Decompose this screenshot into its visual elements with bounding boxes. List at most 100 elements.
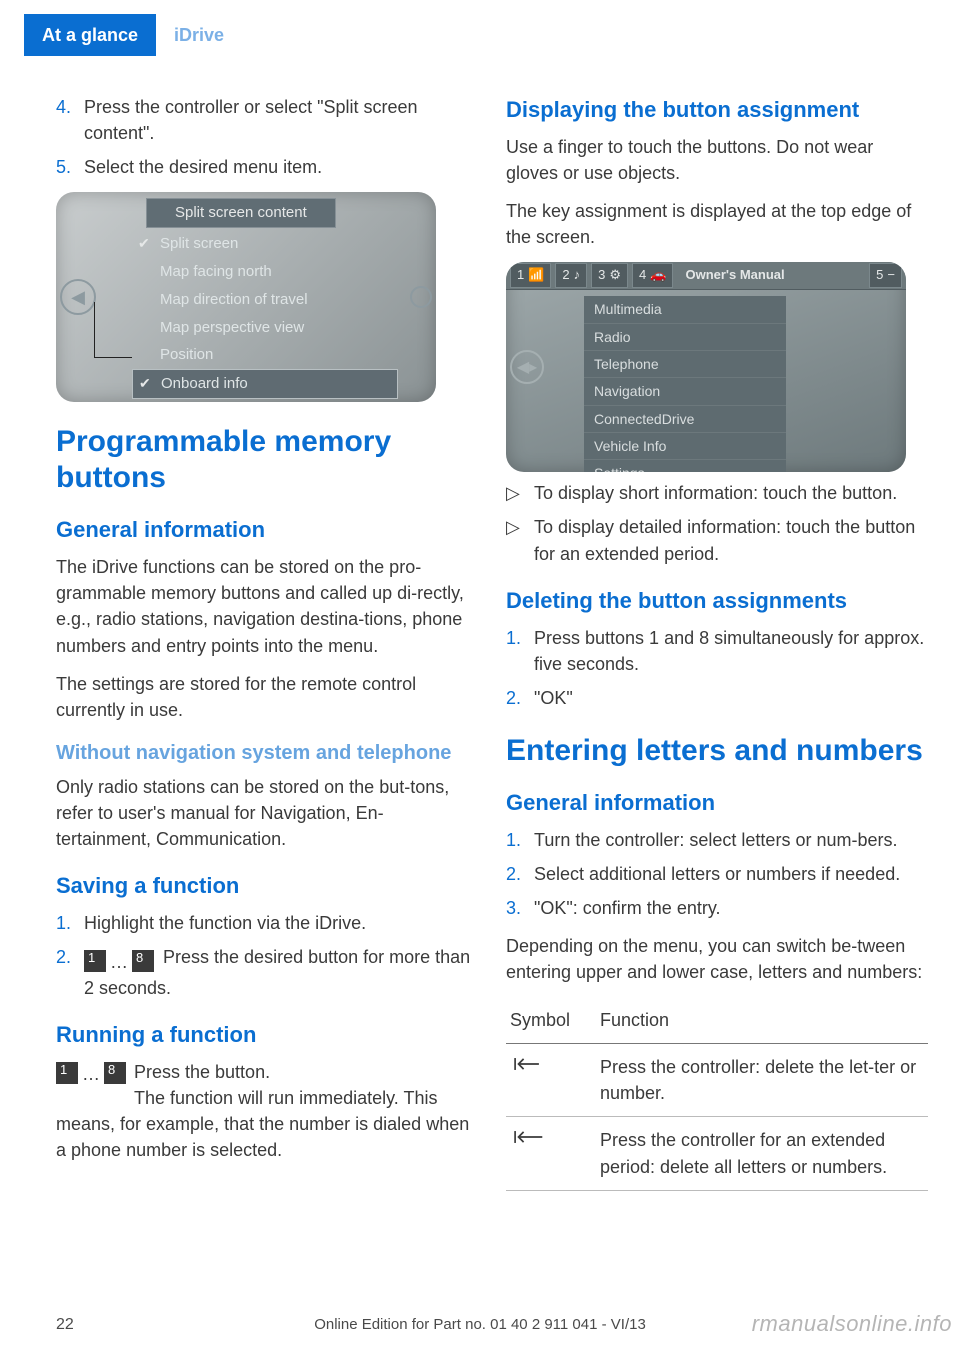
- callout-line: [94, 302, 132, 358]
- step-text: Highlight the function via the iDrive.: [84, 910, 478, 936]
- step-num: 1.: [56, 910, 84, 936]
- step-text: "OK": [534, 685, 928, 711]
- bullet-short-info: ▷To display short information: touch the…: [506, 480, 928, 506]
- tab-num: 4: [639, 266, 646, 285]
- ss1-menu: ✔ Split screen Map facing north Map direc…: [132, 230, 398, 402]
- table-head-symbol: Symbol: [506, 997, 596, 1044]
- step-num: 1.: [506, 827, 534, 853]
- heading-programmable: Programmable memory buttons: [56, 424, 478, 496]
- header-tab: At a glance: [24, 14, 156, 56]
- step-text: 1 … 8 Press the desired button for more …: [84, 944, 478, 1001]
- delete-all-icon: [510, 1127, 544, 1147]
- table-row: Press the controller: delete the let‐ter…: [506, 1044, 928, 1117]
- triangle-icon: ▷: [506, 480, 534, 506]
- step-num: 5.: [56, 154, 84, 180]
- dots: …: [110, 949, 128, 975]
- button-range-icons: 1 … 8: [56, 1061, 126, 1087]
- entering-step-1: 1.Turn the controller: select letters or…: [506, 827, 928, 853]
- button-1-icon: 1: [84, 950, 106, 972]
- ss2-tab-3: 3⚙: [591, 263, 628, 288]
- left-arrow-icon: ◀▸: [510, 350, 544, 384]
- without-p: Only radio stations can be stored on the…: [56, 774, 478, 852]
- saving-step-1: 1.Highlight the function via the iDrive.: [56, 910, 478, 936]
- ss1-label: Position: [160, 346, 213, 363]
- deleting-step-1: 1.Press buttons 1 and 8 simultaneously f…: [506, 625, 928, 677]
- step-text: "OK": confirm the entry.: [534, 895, 928, 921]
- left-column: 4.Press the controller or select "Split …: [56, 94, 478, 1191]
- saving-step-2: 2. 1 … 8 Press the desired button for mo…: [56, 944, 478, 1001]
- delete-one-icon: [510, 1054, 544, 1074]
- tab-num: 5: [876, 266, 883, 285]
- heading-displaying: Displaying the button assignment: [506, 94, 928, 126]
- car-icon: 🚗: [650, 266, 666, 285]
- heading-without-nav: Without navigation system and telephone: [56, 741, 478, 766]
- table-row: Press the controller for an extended per…: [506, 1117, 928, 1190]
- minus-icon: −: [887, 266, 895, 285]
- bullet-text: To display detailed information: touch t…: [534, 514, 928, 566]
- intro-steps: 4.Press the controller or select "Split …: [56, 94, 478, 180]
- ss2-top-bar: 1📶 2♪ 3⚙ 4🚗 Owner's Manual 5−: [506, 262, 906, 290]
- running-block: 1 … 8 Press the button. The function wil…: [56, 1059, 478, 1163]
- step-4: 4.Press the controller or select "Split …: [56, 94, 478, 146]
- saving-steps: 1.Highlight the function via the iDrive.…: [56, 910, 478, 1001]
- ss2-item: Multimedia: [584, 296, 786, 323]
- function-cell: Press the controller: delete the let‐ter…: [596, 1044, 928, 1117]
- ss1-label: Map direction of travel: [160, 291, 308, 308]
- tab-num: 1: [517, 266, 524, 285]
- step-num: 4.: [56, 94, 84, 146]
- table-head-function: Function: [596, 997, 928, 1044]
- general-p2: The settings are stored for the remote c…: [56, 671, 478, 723]
- running-p1: Press the button.: [134, 1062, 270, 1082]
- ss2-item: Navigation: [584, 378, 786, 405]
- dots: …: [82, 1061, 100, 1087]
- ss2-tab-1: 1📶: [510, 263, 551, 288]
- step-5: 5.Select the desired menu item.: [56, 154, 478, 180]
- heading-general-2: General information: [506, 787, 928, 819]
- deleting-steps: 1.Press buttons 1 and 8 simultaneously f…: [506, 625, 928, 711]
- check-icon: ✔: [139, 373, 151, 393]
- ss1-item: Trip computer: [132, 399, 398, 403]
- bullet-detailed-info: ▷To display detailed information: touch …: [506, 514, 928, 566]
- heading-general: General information: [56, 514, 478, 546]
- ss1-label: Split screen: [160, 235, 238, 252]
- ss1-label: Map facing north: [160, 263, 272, 280]
- entering-step-2: 2.Select additional letters or numbers i…: [506, 861, 928, 887]
- right-circle-icon: [410, 286, 432, 308]
- heading-deleting: Deleting the button assignments: [506, 585, 928, 617]
- ss2-item: Radio: [584, 324, 786, 351]
- general-p1: The iDrive functions can be stored on th…: [56, 554, 478, 658]
- triangle-icon: ▷: [506, 514, 534, 566]
- right-column: Displaying the button assignment Use a f…: [506, 94, 928, 1191]
- ss2-item: Telephone: [584, 351, 786, 378]
- step-num: 2.: [506, 861, 534, 887]
- heading-entering: Entering letters and numbers: [506, 733, 928, 769]
- ss2-tab-2: 2♪: [555, 263, 587, 288]
- displaying-p1: Use a finger to touch the buttons. Do no…: [506, 134, 928, 186]
- entering-p: Depending on the menu, you can switch be…: [506, 933, 928, 985]
- heading-running: Running a function: [56, 1019, 478, 1051]
- screenshot-split-screen: Split screen content ◀ ✔Split screen Map…: [56, 192, 436, 402]
- button-8-icon: 8: [132, 950, 154, 972]
- heading-saving: Saving a function: [56, 870, 478, 902]
- function-cell: Press the controller for an extended per…: [596, 1117, 928, 1190]
- ss1-item: Map direction of travel: [132, 286, 398, 314]
- header-section: iDrive: [156, 14, 242, 56]
- ss1-item-selected: ✔ Onboard info: [132, 369, 398, 399]
- ss1-title: Split screen content: [146, 198, 336, 228]
- step-text: Press the controller or select "Split sc…: [84, 94, 478, 146]
- ss2-item: ConnectedDrive: [584, 406, 786, 433]
- step-num: 3.: [506, 895, 534, 921]
- entering-steps: 1.Turn the controller: select letters or…: [506, 827, 928, 921]
- button-1-icon: 1: [56, 1062, 78, 1084]
- watermark: rmanualsonline.info: [752, 1308, 952, 1340]
- step-num: 2.: [56, 944, 84, 1001]
- ss1-item: Map facing north: [132, 258, 398, 286]
- page-body: 4.Press the controller or select "Split …: [0, 66, 960, 1191]
- ss2-item: Settings: [584, 460, 786, 472]
- displaying-p2: The key assignment is displayed at the t…: [506, 198, 928, 250]
- button-range-icons: 1 … 8: [84, 949, 154, 975]
- ss1-label: Onboard info: [161, 375, 248, 392]
- step-text: Select additional letters or numbers if …: [534, 861, 928, 887]
- step-num: 1.: [506, 625, 534, 677]
- display-bullets: ▷To display short information: touch the…: [506, 480, 928, 566]
